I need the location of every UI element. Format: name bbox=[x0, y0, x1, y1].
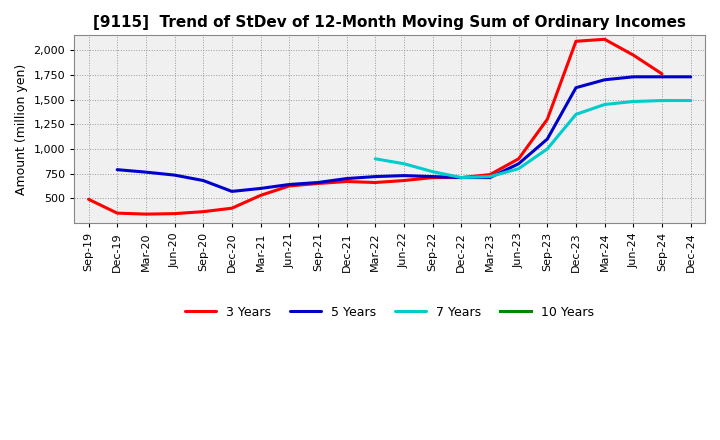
5 Years bbox=[371, 174, 379, 179]
7 Years bbox=[543, 146, 552, 151]
3 Years bbox=[543, 117, 552, 122]
Line: 7 Years: 7 Years bbox=[375, 100, 690, 178]
3 Years bbox=[142, 212, 150, 217]
3 Years bbox=[371, 180, 379, 185]
5 Years bbox=[228, 189, 236, 194]
3 Years bbox=[256, 193, 265, 198]
7 Years bbox=[400, 161, 408, 166]
5 Years bbox=[543, 136, 552, 142]
3 Years bbox=[400, 178, 408, 183]
5 Years bbox=[457, 175, 466, 180]
7 Years bbox=[600, 102, 609, 107]
5 Years bbox=[285, 182, 294, 187]
5 Years bbox=[314, 180, 323, 185]
5 Years bbox=[170, 172, 179, 178]
Line: 5 Years: 5 Years bbox=[117, 77, 690, 191]
3 Years bbox=[514, 156, 523, 161]
3 Years bbox=[600, 37, 609, 42]
5 Years bbox=[629, 74, 638, 80]
Line: 3 Years: 3 Years bbox=[89, 39, 662, 214]
5 Years bbox=[485, 175, 494, 180]
7 Years bbox=[572, 112, 580, 117]
7 Years bbox=[514, 166, 523, 171]
7 Years bbox=[371, 156, 379, 161]
3 Years bbox=[228, 205, 236, 211]
3 Years bbox=[572, 39, 580, 44]
3 Years bbox=[457, 175, 466, 180]
7 Years bbox=[457, 175, 466, 180]
5 Years bbox=[428, 174, 437, 179]
3 Years bbox=[629, 52, 638, 58]
Y-axis label: Amount (million yen): Amount (million yen) bbox=[15, 63, 28, 195]
5 Years bbox=[572, 85, 580, 90]
5 Years bbox=[342, 176, 351, 181]
5 Years bbox=[199, 178, 207, 183]
Title: [9115]  Trend of StDev of 12-Month Moving Sum of Ordinary Incomes: [9115] Trend of StDev of 12-Month Moving… bbox=[93, 15, 686, 30]
3 Years bbox=[428, 175, 437, 180]
5 Years bbox=[113, 167, 122, 172]
3 Years bbox=[314, 181, 323, 186]
3 Years bbox=[199, 209, 207, 214]
7 Years bbox=[428, 169, 437, 174]
7 Years bbox=[485, 174, 494, 179]
3 Years bbox=[657, 71, 666, 77]
7 Years bbox=[657, 98, 666, 103]
5 Years bbox=[142, 169, 150, 175]
3 Years bbox=[84, 197, 93, 202]
7 Years bbox=[686, 98, 695, 103]
5 Years bbox=[400, 173, 408, 178]
3 Years bbox=[113, 210, 122, 216]
5 Years bbox=[600, 77, 609, 82]
Legend: 3 Years, 5 Years, 7 Years, 10 Years: 3 Years, 5 Years, 7 Years, 10 Years bbox=[180, 301, 599, 323]
3 Years bbox=[285, 183, 294, 189]
3 Years bbox=[170, 211, 179, 216]
5 Years bbox=[657, 74, 666, 80]
3 Years bbox=[342, 179, 351, 184]
5 Years bbox=[686, 74, 695, 80]
7 Years bbox=[629, 99, 638, 104]
3 Years bbox=[485, 172, 494, 177]
5 Years bbox=[514, 161, 523, 166]
5 Years bbox=[256, 186, 265, 191]
